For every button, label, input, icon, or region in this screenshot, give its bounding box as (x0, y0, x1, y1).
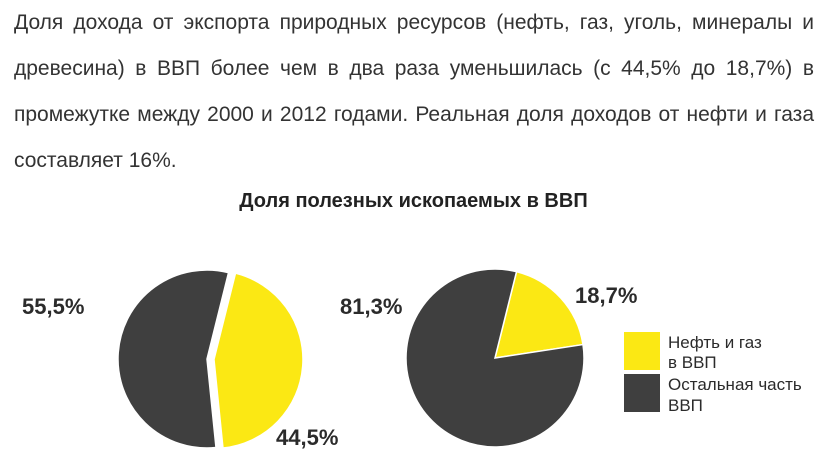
legend-label-oil-gas-line1: Нефть и газ (668, 333, 762, 352)
legend-label-rest-line2: ВВП (668, 396, 703, 415)
chart-title: Доля полезных ископаемых в ВВП (239, 190, 588, 212)
pie2-slice-oil-gas (493, 270, 584, 359)
pie1-oil-gas-label: 44,5% (276, 425, 338, 450)
body-paragraph: Доля дохода от экспорта природных ресурс… (14, 11, 814, 172)
legend-swatch-oil-gas (624, 332, 660, 370)
legend-swatch-rest (624, 374, 660, 412)
legend-label-rest-line1: Остальная часть (668, 375, 802, 394)
pie-chart-2000 (117, 269, 304, 449)
pie2-slice-rest (405, 268, 585, 448)
pie-chart-2012 (405, 268, 585, 448)
pie1-rest-label: 55,5% (22, 294, 84, 319)
legend-label-oil-gas-line2: в ВВП (668, 353, 717, 372)
pie1-slice-rest (117, 269, 230, 449)
pie1-slice-oil-gas (213, 272, 304, 449)
pie2-oil-gas-label: 18,7% (575, 283, 637, 308)
legend: Нефть и газ в ВВП Остальная часть ВВП (624, 332, 802, 415)
pie2-rest-label: 81,3% (340, 294, 402, 319)
